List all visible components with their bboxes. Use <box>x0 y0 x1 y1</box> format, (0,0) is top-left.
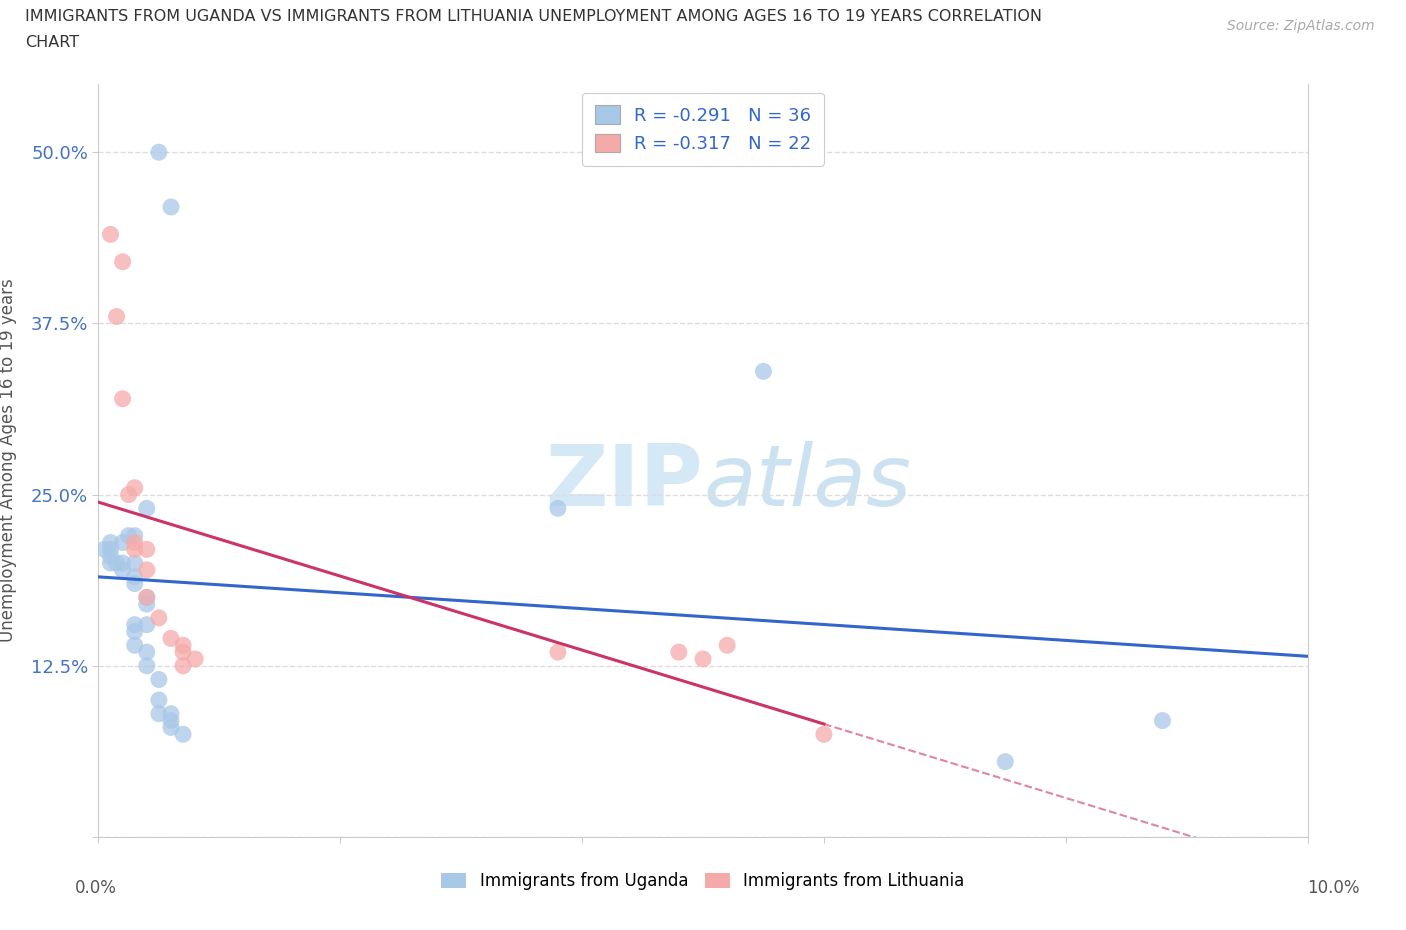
Point <box>160 720 183 735</box>
Text: 10.0%: 10.0% <box>1306 879 1360 897</box>
Text: 0.0%: 0.0% <box>75 879 117 897</box>
Point <box>111 535 134 550</box>
Point <box>160 706 183 721</box>
Point <box>124 569 146 584</box>
Point <box>172 644 194 659</box>
Point <box>93 542 115 557</box>
Point <box>135 542 157 557</box>
Point <box>100 555 122 570</box>
Point <box>135 618 157 632</box>
Point <box>100 549 122 564</box>
Point <box>148 145 170 160</box>
Point <box>118 528 141 543</box>
Point <box>124 624 146 639</box>
Point <box>135 597 157 612</box>
Point <box>148 706 170 721</box>
Point <box>148 610 170 625</box>
Point <box>135 658 157 673</box>
Point <box>124 535 146 550</box>
Text: Source: ZipAtlas.com: Source: ZipAtlas.com <box>1227 19 1375 33</box>
Point <box>172 638 194 653</box>
Point <box>184 652 207 667</box>
Point <box>111 555 134 570</box>
Text: ZIP: ZIP <box>546 442 703 525</box>
Point <box>135 644 157 659</box>
Point <box>111 563 134 578</box>
Point <box>148 693 170 708</box>
Point <box>752 364 775 379</box>
Point <box>172 658 194 673</box>
Point <box>124 638 146 653</box>
Point <box>124 542 146 557</box>
Point <box>118 487 141 502</box>
Point <box>692 652 714 667</box>
Legend: Immigrants from Uganda, Immigrants from Lithuania: Immigrants from Uganda, Immigrants from … <box>434 865 972 897</box>
Point <box>105 555 128 570</box>
Point <box>135 563 157 578</box>
Point <box>716 638 738 653</box>
Point <box>111 254 134 269</box>
Point <box>813 727 835 742</box>
Point <box>994 754 1017 769</box>
Point <box>111 392 134 406</box>
Point <box>1152 713 1174 728</box>
Point <box>100 542 122 557</box>
Text: IMMIGRANTS FROM UGANDA VS IMMIGRANTS FROM LITHUANIA UNEMPLOYMENT AMONG AGES 16 T: IMMIGRANTS FROM UGANDA VS IMMIGRANTS FRO… <box>25 9 1042 24</box>
Point <box>124 555 146 570</box>
Point <box>105 309 128 324</box>
Point <box>160 713 183 728</box>
Point <box>135 590 157 604</box>
Point <box>148 672 170 687</box>
Point <box>124 577 146 591</box>
Point <box>668 644 690 659</box>
Point <box>547 501 569 516</box>
Text: atlas: atlas <box>703 442 911 525</box>
Point <box>135 590 157 604</box>
Point <box>160 200 183 215</box>
Point <box>135 501 157 516</box>
Point <box>124 528 146 543</box>
Point <box>160 631 183 645</box>
Text: CHART: CHART <box>25 35 79 50</box>
Point <box>124 618 146 632</box>
Y-axis label: Unemployment Among Ages 16 to 19 years: Unemployment Among Ages 16 to 19 years <box>0 278 17 643</box>
Point <box>100 227 122 242</box>
Point <box>172 727 194 742</box>
Point <box>124 480 146 495</box>
Point <box>100 535 122 550</box>
Point <box>547 644 569 659</box>
